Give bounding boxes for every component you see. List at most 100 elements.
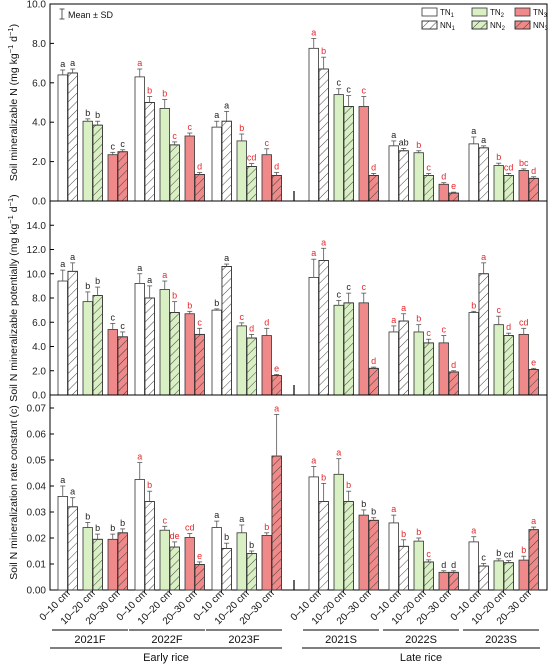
significance-letter: b [147,480,152,490]
panel-frame [49,394,548,591]
y-tick-label: 4.0 [32,342,46,353]
y-axis-label-part: −1 [6,45,15,54]
bar-hatch [423,174,434,202]
significance-letter: c [346,85,351,95]
significance-letter: a [137,58,142,68]
bar [134,283,145,396]
y-tick-label: 4.0 [32,118,46,129]
y-tick-label: 0.00 [27,586,47,597]
significance-letter: b [224,532,229,542]
significance-letter: a [70,252,75,262]
significance-letter: d [371,162,376,172]
bar-hatch [144,102,155,202]
season-label: Late rice [400,652,442,664]
y-axis-label: Soil N mineralization rate constant (c) [8,405,20,580]
significance-letter: ab [399,137,409,147]
bar [358,106,369,202]
bar [413,331,424,396]
legend-label-sub: 3 [545,26,549,32]
legend-item: TN3 [514,7,548,19]
significance-letter: d [274,161,279,171]
significance-letter: c [481,552,486,562]
legend-label-sub: 2 [502,26,506,32]
bar-hatch [271,375,282,396]
block-label: 2023F [228,634,259,646]
significance-letter: b [401,529,406,539]
legend-label-sub: 1 [452,26,456,32]
significance-letter: a [336,448,341,458]
significance-letter: a [481,252,486,262]
bar-hatch [67,270,78,396]
y-tick-label: 0.02 [27,534,47,545]
bar-hatch [528,369,539,396]
significance-letter: b [187,300,192,310]
significance-letter: c [346,282,351,292]
bar [358,514,369,591]
bar-hatch [343,501,354,591]
significance-letter: b [249,540,254,550]
y-tick-label: 12.0 [27,245,47,256]
y-tick-label: 0.07 [27,404,47,415]
significance-letter: c [442,325,447,335]
bar [236,325,247,396]
bar-hatch [169,144,180,202]
significance-letter: d [264,317,269,327]
y-axis-label-part: d [8,206,20,215]
bar [134,76,145,202]
bar [333,304,344,396]
significance-letter: b [85,281,90,291]
bar [57,495,68,591]
bar-hatch [528,529,539,591]
significance-letter: d [451,560,456,570]
bar-hatch [92,124,103,202]
y-tick-label: 14.0 [27,221,47,232]
bar [159,289,170,396]
bar [308,276,319,396]
bar-hatch [194,564,205,591]
y-tick-label: 0.03 [27,508,47,519]
significance-letter: a [471,126,476,136]
significance-letter: a [391,315,396,325]
bar-hatch [368,367,379,396]
bar-hatch [343,302,354,396]
legend-item: NN2 [471,20,506,32]
significance-letter: a [137,263,142,273]
significance-letter: a [311,248,316,258]
mean-sd-label: Mean ± SD [68,10,113,20]
legend-label-text: TN [490,8,501,17]
significance-letter: de [170,531,180,541]
legend-label-sub: 3 [544,13,548,19]
block-label: 2021S [325,634,357,646]
significance-letter: a [214,510,219,520]
bar-hatch [194,174,205,202]
significance-letter: c [362,282,367,292]
bar [261,335,272,396]
bar [518,170,529,202]
panel-1: 0.0 2.0 4.0 6.0 8.0 10.0 Soil mineralizable N … [6,0,549,208]
significance-letter: b [321,46,326,56]
bar-hatch [318,501,329,591]
bar-hatch [368,519,379,591]
significance-letter: c [120,139,125,149]
significance-letter: a [137,452,142,462]
y-tick-label: 10.0 [27,0,47,11]
bar-hatch [117,336,128,396]
significance-letter: c [337,78,342,88]
significance-letter: a [239,514,244,524]
significance-letter: d [371,356,376,366]
bar [184,135,195,202]
bar [308,476,319,591]
significance-letter: c [265,138,270,148]
bar-hatch [478,147,489,202]
bar [107,329,118,396]
y-axis-label: Soil N mineralizable potentially (mg kg−… [6,194,20,401]
significance-letter: cd [504,550,514,560]
y-tick-label: 0.04 [27,482,47,493]
significance-letter: b [85,108,90,118]
bar-hatch [169,546,180,591]
legend-swatch-hatch [514,20,531,30]
bar-hatch [503,335,514,396]
significance-letter: b [264,522,269,532]
legend-item: NN1 [421,20,456,32]
